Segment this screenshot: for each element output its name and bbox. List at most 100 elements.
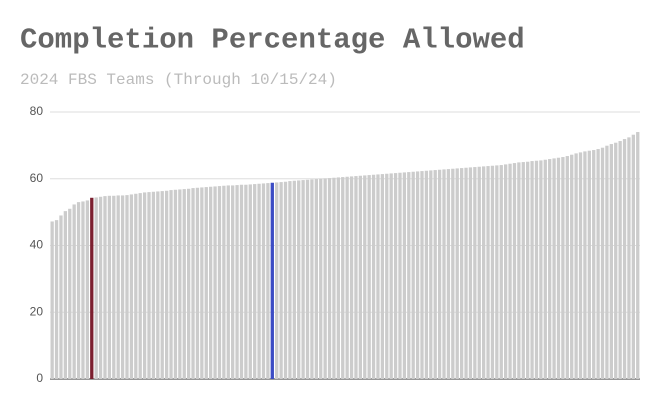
bar: [173, 189, 178, 379]
bar: [614, 142, 618, 379]
bar: [578, 152, 583, 379]
bar: [376, 174, 380, 379]
bar: [120, 195, 125, 379]
bar: [261, 183, 266, 379]
bar: [76, 202, 81, 379]
bar: [226, 185, 230, 379]
bar: [486, 166, 490, 379]
bar: [98, 196, 103, 379]
bar: [354, 176, 358, 379]
bar: [68, 208, 72, 379]
bar: [257, 183, 261, 379]
bar: [433, 170, 437, 379]
bar: [54, 220, 59, 379]
bar: [552, 158, 556, 379]
bar: [103, 196, 107, 379]
bar: [530, 161, 534, 379]
bar: [389, 173, 393, 379]
bar: [160, 191, 164, 379]
bar: [305, 179, 310, 379]
bar: [239, 184, 244, 379]
bar: [543, 159, 547, 379]
bar: [367, 175, 371, 379]
bar: [147, 192, 151, 379]
bar: [182, 189, 186, 379]
bar: [323, 178, 327, 379]
bar: [134, 193, 138, 379]
bar: [200, 187, 204, 379]
bar: [477, 166, 481, 379]
bar: [495, 165, 499, 379]
bar: [451, 168, 455, 379]
bar: [508, 163, 512, 379]
bar: [235, 185, 239, 379]
bar: [270, 182, 274, 379]
bar: [112, 195, 116, 379]
bar: [275, 182, 279, 379]
bar: [512, 163, 517, 379]
bar: [636, 132, 640, 379]
bar: [556, 157, 561, 379]
bar: [213, 186, 217, 379]
bar: [622, 139, 627, 379]
bar: [380, 174, 385, 379]
bar: [534, 160, 539, 379]
bar: [292, 180, 296, 379]
bar: [195, 187, 200, 379]
bar: [178, 189, 182, 379]
bar: [424, 170, 429, 379]
bar: [561, 157, 565, 379]
bar: [310, 179, 314, 379]
bar: [266, 183, 270, 379]
bar: [217, 186, 222, 379]
bar: [521, 162, 525, 379]
bar: [164, 190, 169, 379]
bar: [358, 175, 363, 379]
y-tick-label: 20: [30, 304, 44, 318]
bar: [314, 179, 318, 379]
bar: [605, 145, 609, 379]
bar: [345, 176, 349, 379]
bar: [204, 187, 208, 379]
bar: [142, 192, 147, 379]
bar: [50, 221, 54, 379]
bar: [407, 172, 411, 379]
bar: [583, 151, 587, 379]
bar: [415, 171, 420, 379]
bar: [138, 193, 142, 379]
bar: [398, 172, 402, 379]
bar: [631, 134, 635, 379]
bar: [420, 171, 424, 379]
bar: [411, 171, 415, 379]
y-tick-label: 80: [30, 104, 44, 118]
chart-subtitle: 2024 FBS Teams (Through 10/15/24): [20, 71, 337, 89]
bar: [336, 177, 340, 379]
bar: [393, 173, 398, 379]
y-tick-label: 40: [30, 238, 44, 252]
bar: [341, 177, 345, 379]
bar: [279, 182, 283, 379]
bar: [504, 164, 508, 379]
bar: [209, 186, 213, 379]
bar: [253, 184, 257, 379]
bar: [85, 200, 90, 379]
bar: [231, 185, 235, 379]
bar: [437, 169, 442, 379]
bar: [156, 191, 160, 379]
y-tick-label: 0: [36, 371, 43, 385]
bar: [526, 161, 530, 379]
bar: [402, 172, 407, 379]
bar: [319, 178, 323, 379]
bar: [499, 165, 503, 379]
bar: [442, 169, 446, 379]
bar: [90, 197, 94, 379]
bar: [129, 194, 134, 379]
bar: [297, 180, 301, 379]
bar: [248, 184, 252, 379]
bar: [59, 215, 63, 379]
bar: [490, 165, 495, 379]
bar: [459, 168, 464, 379]
bar: [169, 190, 173, 379]
bar: [72, 204, 76, 379]
bar: [539, 160, 543, 379]
